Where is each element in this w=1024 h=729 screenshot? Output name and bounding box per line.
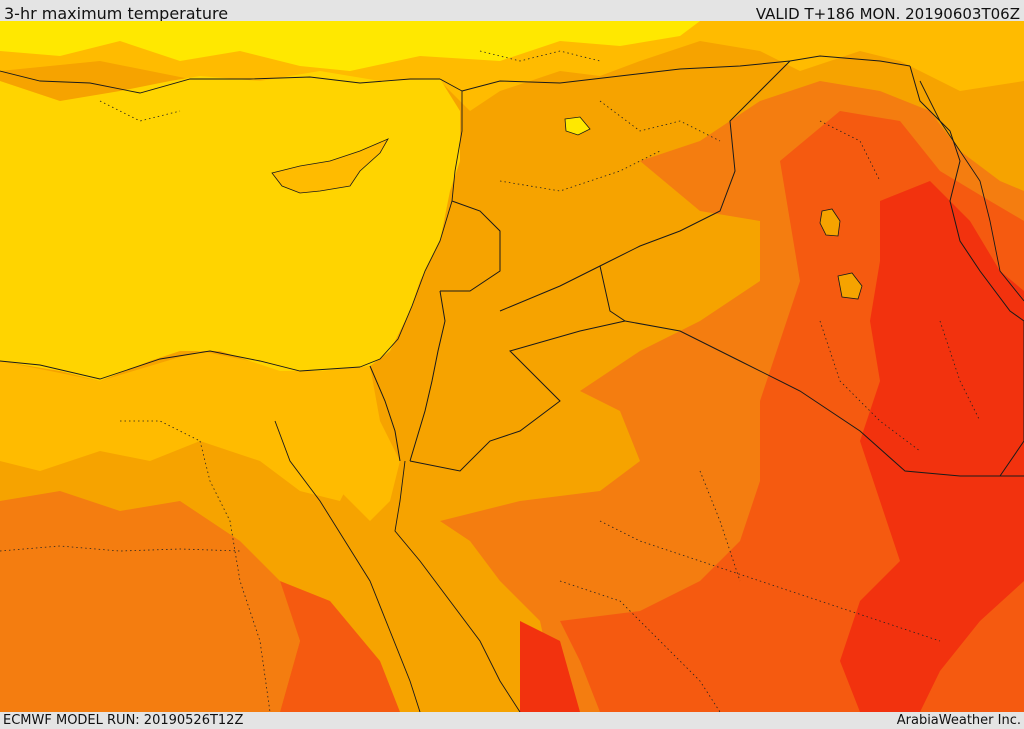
lake-east-1 [819,208,841,237]
border-jordan-west [409,290,446,462]
band-red-east [840,181,1024,712]
mediterranean-sea [0,71,460,381]
header-bar: 3-hr maximum temperature VALID T+186 MON… [0,0,1024,23]
valid-time-label: VALID T+186 MON. 20190603T06Z [755,5,1020,23]
border-lebanon [440,200,501,292]
border-iraq-iran [909,65,1024,477]
border-iraq-saudi [624,320,1024,477]
coastline-red-sea-east [394,460,521,712]
cyprus-island [271,138,389,194]
temperature-map [0,21,1024,712]
band-red-south [520,621,580,712]
border-turkey-syria [461,55,911,92]
border-syria-iraq [499,60,791,312]
map-title: 3-hr maximum temperature [4,4,229,23]
band-yellow-west-land [0,351,380,501]
lake-north [564,116,591,136]
band-yellow-sinai [340,421,400,521]
band-dark-orange-west [0,491,300,712]
model-run-label: ECMWF MODEL RUN: 20190526T12Z [3,713,244,728]
province-borders [0,50,981,712]
lake-east-2 [837,272,863,300]
border-egypt-israel [369,365,401,462]
coastline-levant [359,78,463,368]
footer-bar: ECMWF MODEL RUN: 20190526T12Z ArabiaWeat… [0,712,1024,729]
band-bright-yellow-north [0,21,700,71]
credit-label: ArabiaWeather Inc. [896,713,1021,728]
coastline-north [0,70,440,94]
map-canvas [0,21,1024,712]
border-jordan-saudi [409,265,627,472]
band-red-orange-west [280,581,400,712]
coastline-red-sea-west [274,420,421,712]
coastline-egypt [0,350,361,380]
